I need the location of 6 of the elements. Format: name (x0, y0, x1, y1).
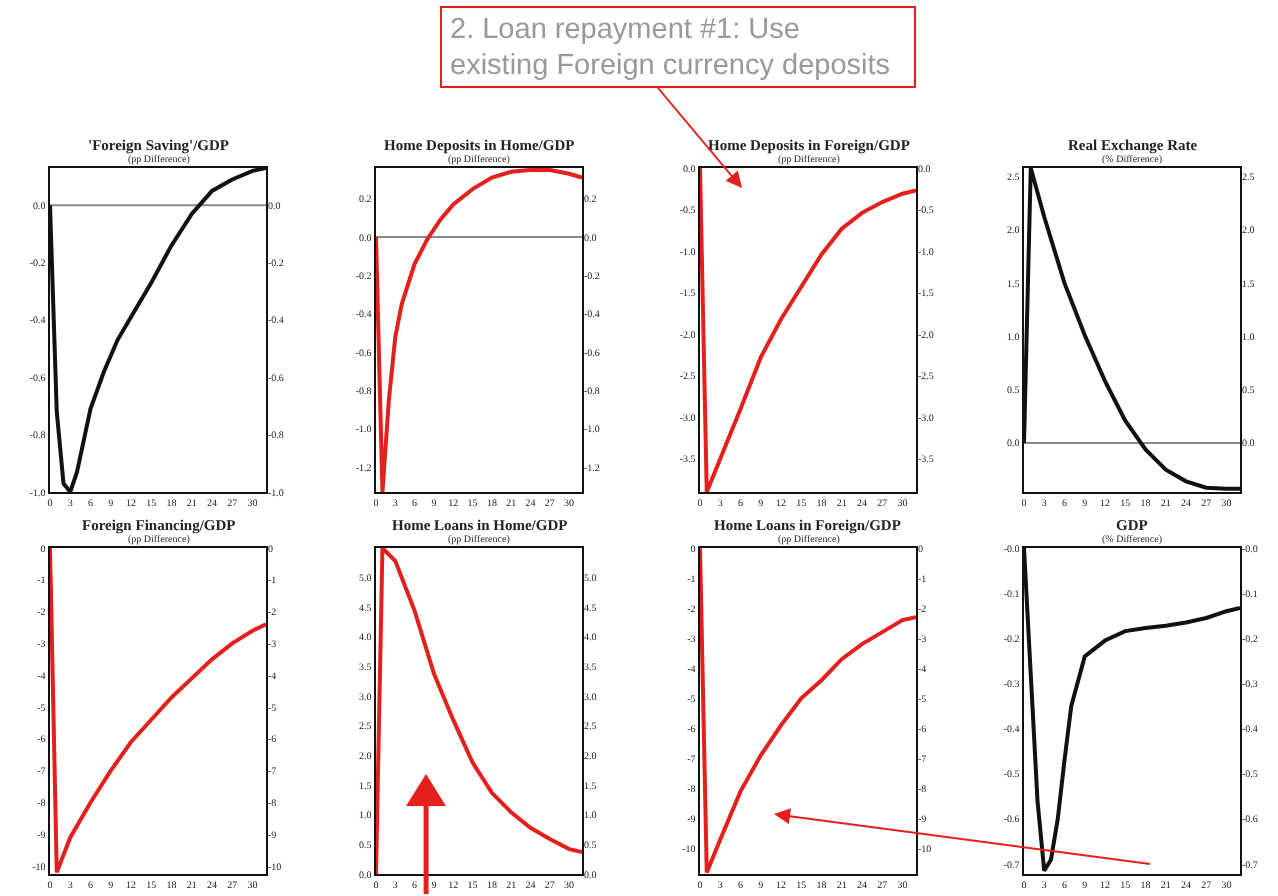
text: 2. Loan repayment #1: Use existing Foreign currency deposits (440, 6, 916, 88)
line-series (376, 548, 582, 874)
line-series (700, 548, 916, 874)
line-series (50, 548, 266, 874)
line-series (700, 168, 916, 492)
line-series (376, 168, 582, 492)
